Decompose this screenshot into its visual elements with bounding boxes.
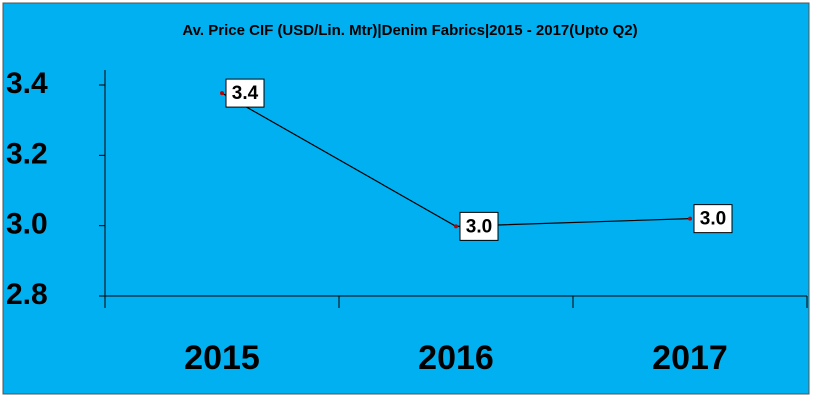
- label-box: [693, 204, 733, 234]
- chart-title: Av. Price CIF (USD/Lin. Mtr)|Denim Fabri…: [182, 22, 637, 39]
- x-tick-label: 2015: [184, 339, 260, 377]
- x-tick-label: 2017: [652, 339, 728, 377]
- point: [688, 216, 692, 221]
- data-label: 3.4: [232, 83, 259, 104]
- y-tick-label: 3.2: [6, 137, 48, 170]
- label-box: [459, 211, 499, 241]
- label-box: [225, 78, 265, 108]
- x-tick-label: 2016: [418, 339, 494, 377]
- point: [220, 91, 224, 96]
- point: [454, 224, 458, 229]
- data-label: 3.0: [466, 216, 492, 237]
- data-label: 3.0: [700, 209, 726, 230]
- y-tick-label: 3.4: [6, 67, 48, 100]
- y-tick-label: 2.8: [6, 278, 48, 311]
- y-tick-label: 3.0: [6, 208, 48, 241]
